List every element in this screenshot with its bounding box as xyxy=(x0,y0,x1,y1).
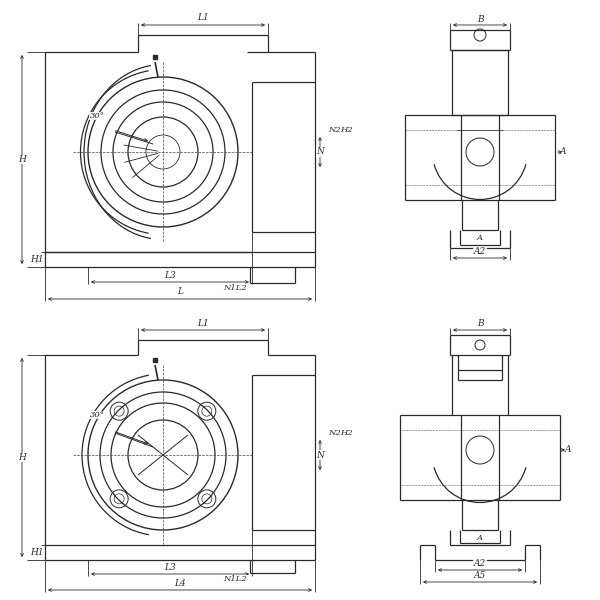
Text: L3: L3 xyxy=(164,271,176,280)
Text: N: N xyxy=(316,451,324,460)
Text: 30°: 30° xyxy=(89,411,104,419)
Text: L4: L4 xyxy=(174,578,186,587)
Text: N: N xyxy=(316,148,324,157)
Text: B: B xyxy=(476,319,484,329)
Text: A: A xyxy=(560,148,566,157)
Text: N1L2: N1L2 xyxy=(223,284,247,292)
Text: A2: A2 xyxy=(474,559,486,569)
Text: N1L2: N1L2 xyxy=(223,575,247,583)
Text: A: A xyxy=(477,234,483,242)
Text: L3: L3 xyxy=(164,563,176,571)
Text: H2: H2 xyxy=(340,429,353,437)
Text: A5: A5 xyxy=(474,571,486,581)
Text: 30°: 30° xyxy=(89,112,104,120)
Text: L1: L1 xyxy=(197,13,209,22)
Text: A: A xyxy=(477,534,483,542)
Text: L1: L1 xyxy=(197,319,209,328)
Text: H1: H1 xyxy=(30,548,44,557)
Text: H2: H2 xyxy=(340,126,353,134)
Text: B: B xyxy=(476,14,484,23)
Text: H: H xyxy=(18,155,26,164)
Text: A: A xyxy=(565,445,571,455)
Text: H1: H1 xyxy=(30,255,44,264)
Text: A2: A2 xyxy=(474,247,486,257)
Text: L: L xyxy=(177,287,183,296)
Text: H: H xyxy=(18,453,26,462)
Text: N2: N2 xyxy=(328,429,341,437)
Text: N2: N2 xyxy=(328,126,341,134)
